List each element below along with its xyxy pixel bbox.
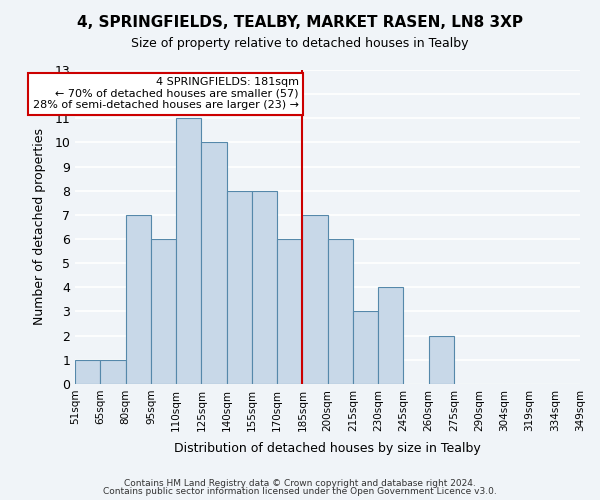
Text: 4 SPRINGFIELDS: 181sqm
← 70% of detached houses are smaller (57)
28% of semi-det: 4 SPRINGFIELDS: 181sqm ← 70% of detached…	[32, 77, 299, 110]
Bar	[277, 239, 302, 384]
Bar	[378, 288, 403, 384]
Bar	[151, 239, 176, 384]
Bar	[353, 312, 378, 384]
Bar	[176, 118, 202, 384]
X-axis label: Distribution of detached houses by size in Tealby: Distribution of detached houses by size …	[174, 442, 481, 455]
Text: Size of property relative to detached houses in Tealby: Size of property relative to detached ho…	[131, 38, 469, 51]
Bar	[428, 336, 454, 384]
Bar	[227, 190, 252, 384]
Bar	[328, 239, 353, 384]
Bar	[202, 142, 227, 384]
Y-axis label: Number of detached properties: Number of detached properties	[33, 128, 46, 326]
Text: 4, SPRINGFIELDS, TEALBY, MARKET RASEN, LN8 3XP: 4, SPRINGFIELDS, TEALBY, MARKET RASEN, L…	[77, 15, 523, 30]
Bar	[126, 215, 151, 384]
Bar	[302, 215, 328, 384]
Text: Contains public sector information licensed under the Open Government Licence v3: Contains public sector information licen…	[103, 487, 497, 496]
Bar	[75, 360, 100, 384]
Bar	[252, 190, 277, 384]
Bar	[100, 360, 126, 384]
Text: Contains HM Land Registry data © Crown copyright and database right 2024.: Contains HM Land Registry data © Crown c…	[124, 478, 476, 488]
